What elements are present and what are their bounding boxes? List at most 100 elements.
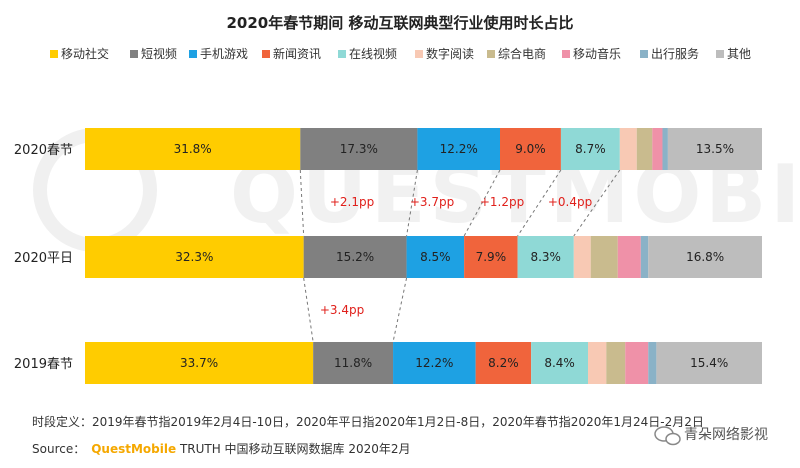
data-label: 7.9% [476,250,507,264]
footer-source: Source： QuestMobile TRUTH 中国移动互联网数据库 2020… [32,441,411,456]
account-name: 青朵网络影视 [684,427,768,443]
bar-segment [393,342,476,384]
bar-segment [406,236,465,278]
legend-label: 短视频 [141,46,177,61]
bar-segment [560,128,620,170]
data-label: 9.0% [515,142,546,156]
category-label: 2019春节 [14,357,73,372]
connector-line [463,169,501,237]
bar-segment [667,128,762,170]
legend-item: 新闻资讯 [262,46,321,61]
bar-segment [500,128,561,170]
data-label: 8.2% [488,356,519,370]
legend-swatch [130,50,138,58]
legend-swatch [415,50,423,58]
data-label: 8.7% [575,142,606,156]
bar-segment [652,128,663,170]
footer-definition: 时段定义：2019年春节指2019年2月4日-10日，2020年平日指2020年… [32,414,704,429]
data-label: 11.8% [334,356,372,370]
bar-segment [648,236,762,278]
bar-segment [606,342,626,384]
legend-label: 综合电商 [498,46,546,61]
data-label: 33.7% [180,356,218,370]
data-label: 12.2% [440,142,478,156]
bar-segment [85,342,314,384]
legend-label: 其他 [727,47,751,61]
bar-segment [588,342,607,384]
bar-segment [573,236,591,278]
chart-title: 2020年春节期间 移动互联网典型行业使用时长占比 [227,14,574,32]
legend-swatch [640,50,648,58]
legend-swatch [562,50,570,58]
annotation-label: +0.4pp [548,195,592,209]
connector-line [517,169,562,237]
legend-swatch [338,50,346,58]
legend-swatch [189,50,197,58]
category-label: 2020春节 [14,143,73,158]
category-label: 2020平日 [14,251,73,266]
connector-line [299,169,305,237]
legend-swatch [262,50,270,58]
source-suffix: TRUTH 中国移动互联网数据库 2020年2月 [176,441,410,456]
bar-segment [85,236,304,278]
bar-segment [300,128,418,170]
legend-item: 数字阅读 [415,46,474,61]
bar-segment [303,236,407,278]
annotation-label: +3.4pp [320,303,364,317]
legend-item: 移动社交 [50,46,109,61]
bar-segment [640,236,649,278]
bar-segment [619,128,637,170]
legend-item: 移动音乐 [562,46,621,61]
legend-item: 其他 [716,47,751,61]
annotation-label: +1.2pp [480,195,524,209]
bar-segment [475,342,532,384]
data-label: 15.4% [690,356,728,370]
legend-item: 短视频 [130,46,177,61]
bar-segment [531,342,589,384]
annotations: +2.1pp +3.7pp +1.2pp +0.4pp +3.4pp [320,195,592,317]
bar-segment [625,342,649,384]
legend-swatch [50,50,58,58]
data-label: 17.3% [340,142,378,156]
connectors [299,169,621,343]
legend-swatch [716,50,724,58]
legend-label: 新闻资讯 [273,46,321,61]
connector-line [573,169,621,237]
connector-line [406,169,418,237]
data-label: 16.8% [686,250,724,264]
bar-segment [464,236,518,278]
data-label: 32.3% [175,250,213,264]
annotation-label: +3.7pp [410,195,454,209]
connector-line [303,277,314,343]
annotation-label: +2.1pp [330,195,374,209]
bar-segment [590,236,618,278]
bar-segment [648,342,657,384]
data-label: 8.3% [530,250,561,264]
bars: 31.8% 17.3% 12.2% 9.0% 8.7% 13.5% 32.3% 15.2% 8.… [85,128,762,384]
data-label: 15.2% [336,250,374,264]
bar-segment [656,342,762,384]
bar-segment [313,342,394,384]
legend-label: 在线视频 [349,46,397,61]
legend-item: 手机游戏 [189,47,248,61]
legend-label: 移动音乐 [573,46,621,61]
legend-swatch [487,50,495,58]
data-label: 13.5% [696,142,734,156]
bar-segment [636,128,653,170]
data-label: 12.2% [415,356,453,370]
source-brand: QuestMobile [91,442,176,456]
legend-label: 手机游戏 [200,47,248,61]
legend-item: 出行服务 [640,46,699,61]
wechat-badge: 青朵网络影视 [654,426,768,446]
connector-line [392,277,408,343]
source-prefix: Source： [32,442,85,456]
legend: 移动社交 短视频 手机游戏 新闻资讯 在线视频 数字阅读 综合电商 移动音乐 出行服务 其他 [50,46,751,61]
data-label: 31.8% [174,142,212,156]
legend-label: 出行服务 [651,46,699,61]
legend-label: 数字阅读 [426,46,474,61]
bar-segment [85,128,301,170]
bar-segment [662,128,668,170]
data-label: 8.4% [544,356,575,370]
legend-label: 移动社交 [61,46,109,61]
